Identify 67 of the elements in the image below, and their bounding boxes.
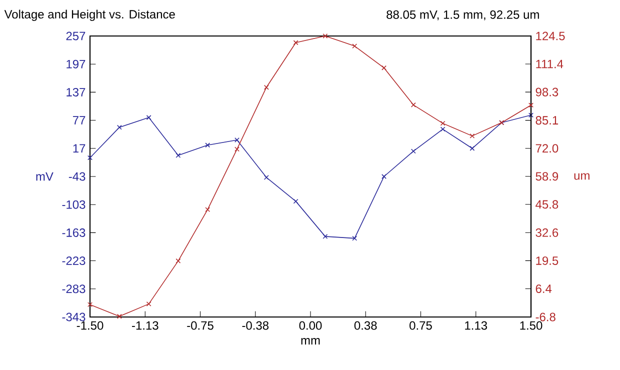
- x-tick-label: 1.50: [520, 321, 542, 330]
- point: [146, 115, 152, 120]
- y2-tick-label: 32.6: [536, 228, 558, 237]
- point: [293, 198, 298, 204]
- chart-title: Voltage and Height vs. Distance: [4, 10, 175, 21]
- point: [382, 174, 386, 179]
- x-tick-label: -1.50: [76, 321, 104, 330]
- x-tick-label: -0.75: [187, 321, 214, 330]
- point: [470, 133, 475, 138]
- x-tick-label: 1.13: [465, 321, 488, 330]
- x-tick-label: 0.00: [299, 321, 322, 330]
- point: [352, 44, 358, 49]
- point: [234, 137, 240, 142]
- point: [88, 302, 92, 308]
- y2-tick-label: -6.8: [536, 312, 556, 322]
- y-tick-label: 77: [73, 116, 86, 124]
- point: [528, 102, 534, 108]
- x-tick-label: -1.13: [132, 321, 158, 330]
- y2-tick-label: 45.8: [536, 200, 558, 209]
- point: [205, 142, 210, 148]
- y-tick-label: 17: [73, 144, 86, 153]
- point: [322, 234, 328, 239]
- y-tick-label: -163: [62, 228, 86, 237]
- y-tick-label: -223: [62, 256, 86, 266]
- x-axis-title: mm: [301, 338, 320, 344]
- y-tick-label: 137: [66, 88, 86, 96]
- point: [528, 112, 534, 118]
- text: 88.05 mV, 1.5 mm, 92.25 um: [386, 10, 539, 20]
- y-tick-label: -343: [62, 312, 86, 322]
- point: [470, 146, 475, 151]
- point: [176, 152, 181, 158]
- y2-tick-label: 98.3: [536, 88, 558, 96]
- point: [234, 146, 240, 152]
- y-axis-title: mV: [36, 172, 54, 181]
- point: [322, 34, 328, 38]
- y2-tick-label: 111.4: [536, 60, 564, 68]
- y-tick-label: -283: [62, 284, 86, 294]
- point: [205, 207, 210, 212]
- line-series: [88, 34, 534, 319]
- y-tick-label: 257: [66, 32, 86, 40]
- point: [440, 126, 446, 132]
- y2-tick-label: 58.9: [536, 172, 558, 181]
- x-tick-label: 0.38: [354, 321, 377, 330]
- point: [410, 148, 416, 154]
- y-tick-label: -43: [68, 172, 86, 181]
- point: [116, 314, 122, 319]
- y2-tick-label: 72.0: [536, 144, 558, 153]
- y2-tick-label: 124.5: [536, 32, 565, 40]
- point: [440, 120, 446, 126]
- y2-tick-label: 19.5: [536, 256, 558, 265]
- y-tick-label: 197: [66, 60, 86, 68]
- point: [146, 301, 152, 306]
- point: [264, 174, 269, 180]
- y2-tick-label: 6.4: [536, 284, 552, 293]
- x-tick-label: -0.38: [242, 321, 269, 330]
- y2-tick-label: 85.1: [536, 116, 558, 125]
- x-tick-label: 0.75: [410, 321, 432, 330]
- y-tick-label: -103: [62, 200, 86, 209]
- point: [116, 124, 122, 130]
- y2-axis-title: um: [574, 173, 590, 180]
- point: [176, 258, 181, 264]
- point: [88, 155, 92, 160]
- point: [264, 84, 269, 90]
- point: [352, 236, 358, 241]
- point: [382, 65, 386, 70]
- point: [293, 40, 298, 46]
- point: [410, 102, 416, 108]
